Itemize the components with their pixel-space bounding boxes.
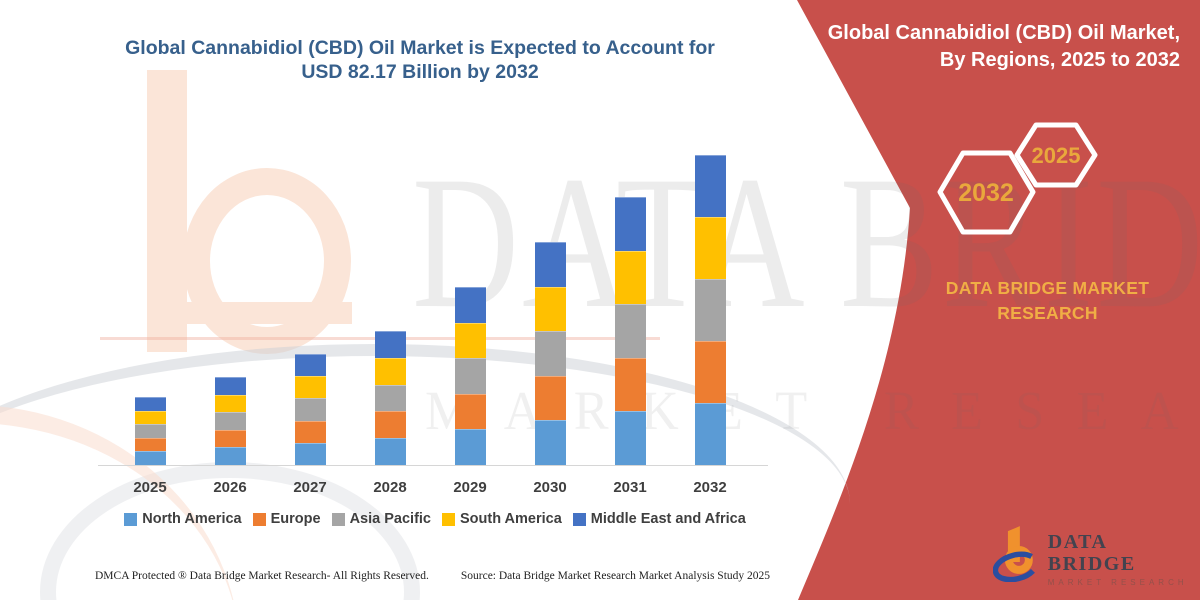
legend-item-middle-east-and-africa: Middle East and Africa: [572, 511, 746, 527]
bar-2031: [614, 197, 646, 465]
segment-south-america: [454, 322, 486, 359]
segment-north-america: [454, 429, 486, 465]
x-axis-label-2027: 2027: [293, 479, 327, 496]
hexagon-year-badges: 2032 2025: [937, 122, 1098, 235]
segment-europe: [294, 420, 326, 443]
segment-north-america: [134, 451, 166, 465]
segment-south-america: [694, 217, 726, 279]
segment-middle-east-and-africa: [374, 331, 406, 358]
x-axis-label-2029: 2029: [453, 479, 487, 496]
hexagon-small-year: 2025: [1032, 143, 1081, 168]
bar-2027: [294, 354, 326, 465]
page-title-line1: Global Cannabidiol (CBD) Oil Market is E…: [125, 37, 715, 59]
footer-dmca-text: DMCA Protected ® Data Bridge Market Rese…: [95, 570, 429, 582]
legend-swatch: [442, 512, 455, 526]
segment-europe: [374, 411, 406, 439]
company-logo: DATA BRIDGE MARKET RESEARCH: [993, 524, 1200, 587]
bar-2026: [214, 377, 246, 465]
company-logo-icon: [993, 526, 1039, 582]
x-axis-label-2031: 2031: [613, 479, 647, 496]
x-axis-labels: 2025 2026 2027 2028 2029 2030 2031 2032: [100, 479, 770, 499]
hexagon-small: [1014, 122, 1098, 188]
segment-middle-east-and-africa: [134, 397, 166, 411]
bar-2029: [454, 286, 486, 465]
segment-north-america: [694, 403, 726, 465]
legend-swatch: [252, 512, 266, 526]
side-panel-title-line2: By Regions, 2025 to 2032: [939, 49, 1180, 71]
segment-north-america: [294, 442, 326, 465]
segment-south-america: [374, 357, 406, 385]
segment-north-america: [614, 411, 646, 465]
legend-swatch: [572, 512, 586, 526]
segment-south-america: [134, 410, 166, 425]
company-logo-tagline: MARKET RESEARCH: [1047, 578, 1188, 587]
legend-item-south-america: South America: [442, 511, 562, 527]
company-logo-name: DATA BRIDGE: [1047, 531, 1136, 575]
segment-europe: [134, 437, 166, 452]
page-title-line2: USD 82.17 Billion by 2032: [301, 61, 539, 83]
page-title: Global Cannabidiol (CBD) Oil Market is E…: [110, 36, 730, 84]
segment-asia-pacific: [614, 304, 646, 358]
segment-europe: [214, 429, 246, 448]
bar-2032: [694, 155, 726, 465]
side-panel-title: Global Cannabidiol (CBD) Oil Market, By …: [810, 20, 1180, 74]
hexagon-large-year: 2032: [958, 179, 1014, 207]
bar-2025: [134, 397, 166, 465]
segment-middle-east-and-africa: [214, 377, 246, 395]
segment-asia-pacific: [294, 398, 326, 421]
segment-europe: [614, 357, 646, 412]
segment-south-america: [614, 250, 646, 305]
x-axis-label-2025: 2025: [133, 479, 167, 496]
segment-middle-east-and-africa: [694, 155, 726, 217]
footer-source-text: Source: Data Bridge Market Research Mark…: [460, 570, 771, 582]
segment-middle-east-and-africa: [534, 242, 566, 287]
x-axis-line: [98, 465, 768, 466]
x-axis-label-2026: 2026: [213, 479, 247, 496]
brand-text: DATA BRIDGE MARKET RESEARCH: [945, 278, 1150, 323]
footer: DMCA Protected ® Data Bridge Market Rese…: [95, 570, 770, 582]
segment-asia-pacific: [694, 279, 726, 341]
segment-middle-east-and-africa: [454, 286, 486, 323]
legend-label: Middle East and Africa: [590, 511, 746, 527]
company-logo-text: DATA BRIDGE MARKET RESEARCH: [1048, 531, 1200, 587]
hexagon-large: [937, 150, 1036, 235]
segment-middle-east-and-africa: [614, 197, 646, 251]
bar-2028: [374, 331, 406, 465]
segment-europe: [694, 341, 726, 403]
segment-asia-pacific: [534, 331, 566, 376]
segment-north-america: [214, 447, 246, 465]
segment-europe: [534, 375, 566, 421]
legend-item-asia-pacific: Asia Pacific: [331, 511, 431, 527]
x-axis-label-2032: 2032: [693, 479, 727, 496]
segment-middle-east-and-africa: [294, 354, 326, 377]
segment-asia-pacific: [134, 424, 166, 438]
legend-item-europe: Europe: [252, 511, 321, 527]
side-panel-title-line1: Global Cannabidiol (CBD) Oil Market,: [827, 22, 1180, 44]
segment-asia-pacific: [374, 384, 406, 412]
segment-north-america: [534, 420, 566, 465]
legend-swatch: [124, 512, 138, 526]
legend-label: Europe: [270, 511, 321, 527]
segment-asia-pacific: [214, 412, 246, 430]
legend-label: South America: [460, 511, 562, 527]
x-axis-label-2028: 2028: [373, 479, 407, 496]
segment-south-america: [214, 394, 246, 413]
legend-swatch: [331, 512, 345, 526]
legend-item-north-america: North America: [124, 511, 242, 527]
bar-chart-plot: [100, 150, 770, 465]
segment-south-america: [294, 376, 326, 399]
x-axis-label-2030: 2030: [533, 479, 567, 496]
segment-north-america: [374, 438, 406, 465]
chart-legend: North America Europe Asia Pacific South Ame…: [100, 511, 770, 527]
bar-2030: [534, 242, 566, 465]
segment-europe: [454, 393, 486, 430]
segment-asia-pacific: [454, 358, 486, 394]
legend-label: Asia Pacific: [349, 511, 431, 527]
segment-south-america: [534, 286, 566, 332]
legend-label: North America: [142, 511, 242, 527]
